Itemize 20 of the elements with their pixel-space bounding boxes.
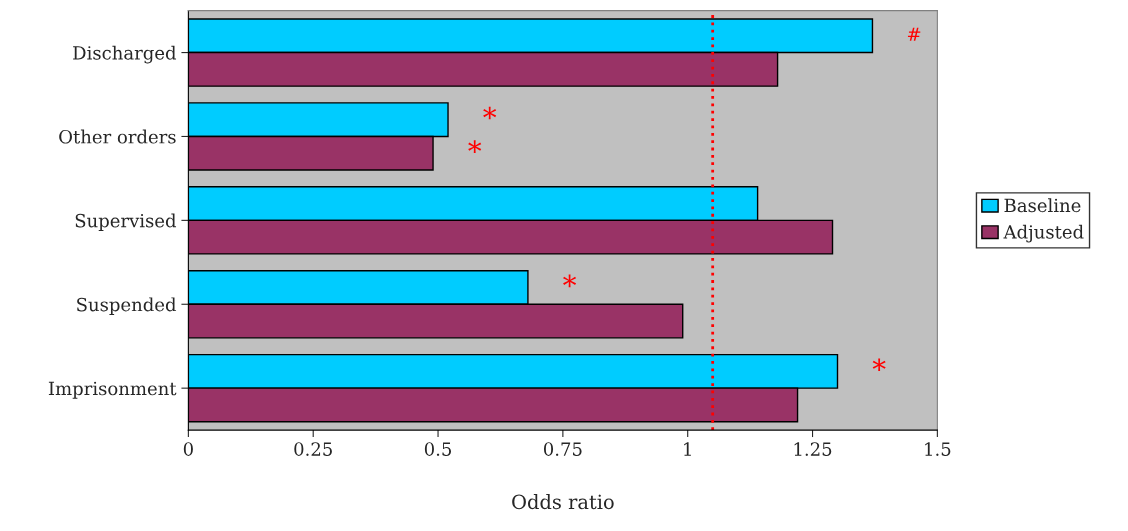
annotation: *: [468, 140, 482, 153]
annotation: *: [563, 274, 577, 288]
x-tick-label: 1.25: [794, 442, 832, 456]
x-tick-label: 1.5: [925, 442, 951, 456]
legend-label: Adjusted: [1003, 224, 1084, 243]
annotation: *: [872, 358, 886, 372]
y-tick-label: Supervised: [75, 213, 177, 231]
y-tick-label: Other orders: [59, 129, 176, 144]
x-axis-title: Odds ratio: [512, 494, 614, 510]
x-tick-label: 0: [183, 442, 193, 456]
x-tick-label: 0.5: [424, 442, 451, 456]
x-tick-label: 0.25: [294, 442, 332, 456]
y-tick-label: Discharged: [73, 45, 177, 64]
y-tick-label: Imprisonment: [48, 381, 177, 399]
x-tick-label: 1: [684, 442, 691, 456]
legend-label: Baseline: [1004, 198, 1081, 213]
annotation: *: [483, 106, 497, 120]
annotation: #: [907, 27, 921, 41]
x-tick-label: 0.75: [543, 442, 582, 456]
y-tick-label: Suspended: [77, 297, 177, 315]
